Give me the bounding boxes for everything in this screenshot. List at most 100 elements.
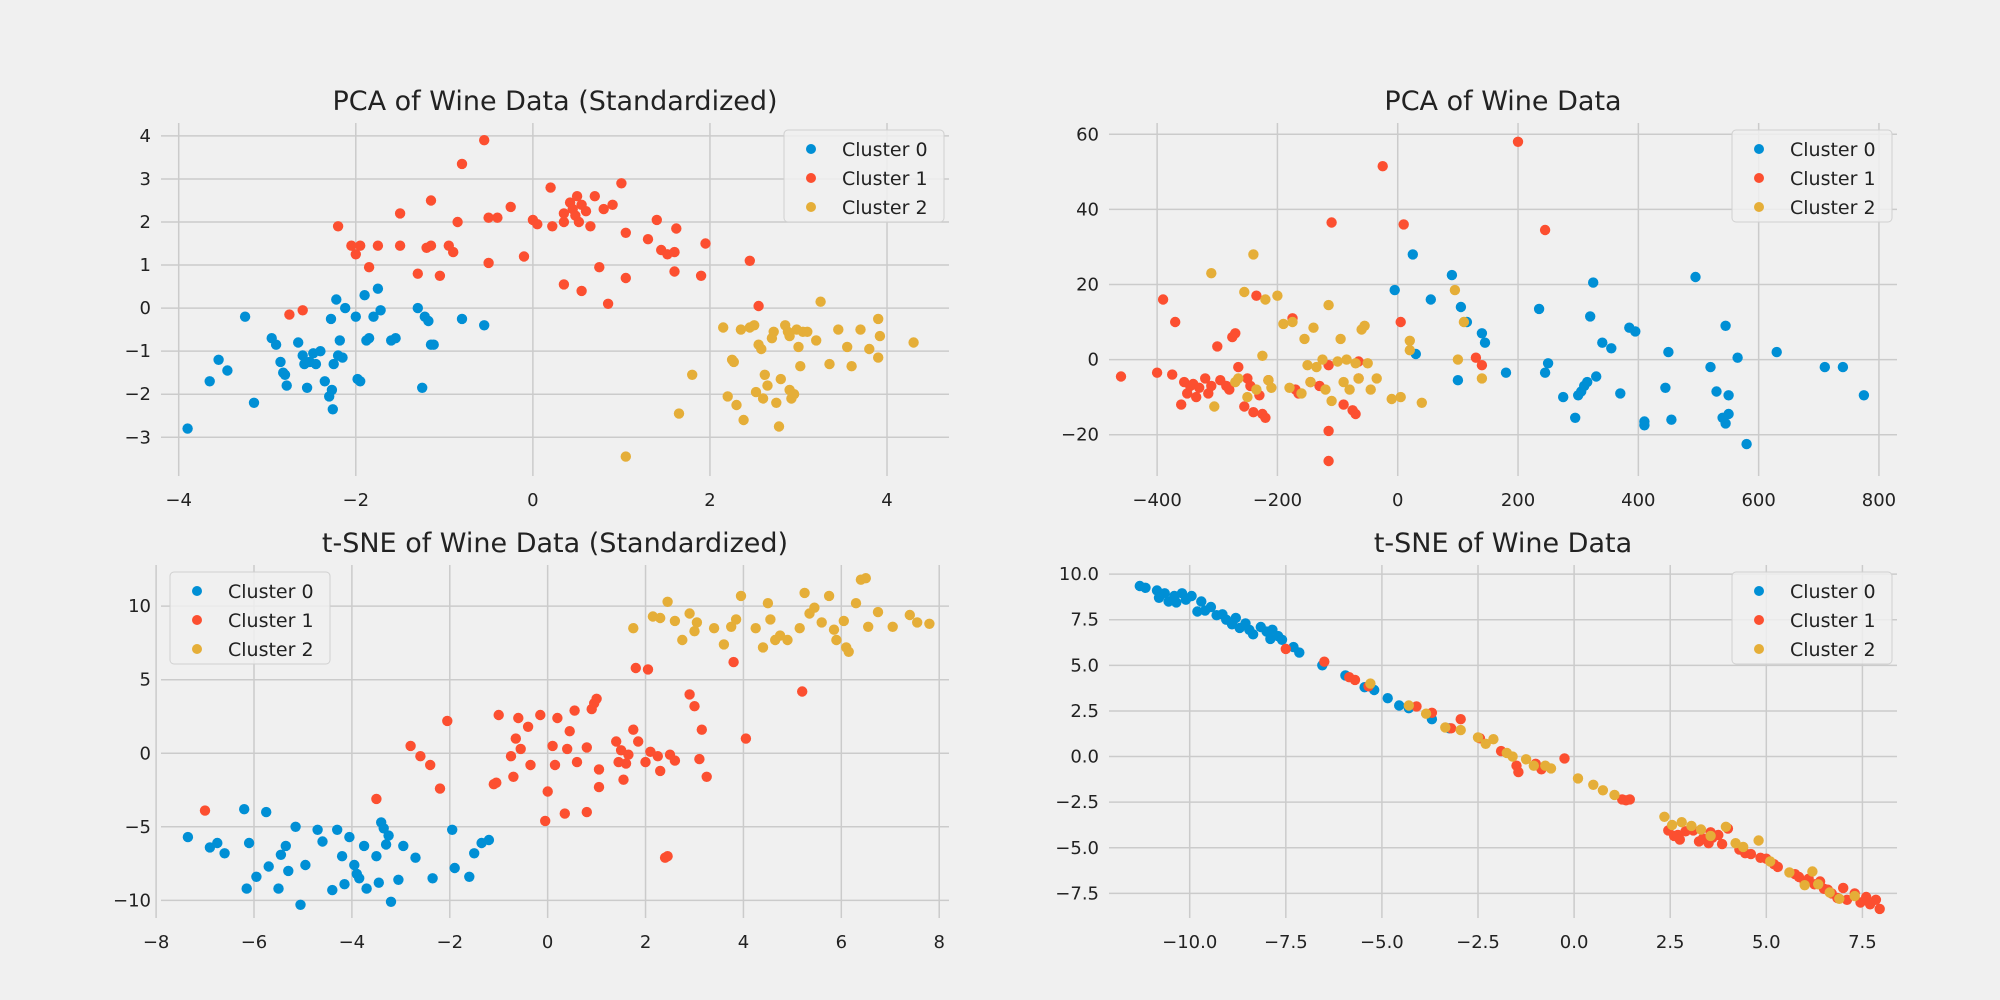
data-point	[1206, 380, 1217, 392]
data-point	[1382, 693, 1393, 704]
data-point	[771, 397, 782, 408]
legend-marker	[1754, 173, 1764, 183]
data-point	[1416, 397, 1428, 408]
data-point	[757, 642, 769, 653]
data-point	[373, 877, 384, 888]
data-point	[728, 356, 739, 368]
data-point	[261, 806, 272, 818]
legend-box	[1731, 571, 1893, 665]
y-tick-label: 7.5	[1070, 610, 1099, 631]
data-point	[1260, 412, 1271, 423]
data-point	[731, 399, 742, 411]
data-point	[1294, 647, 1305, 658]
data-point	[795, 361, 806, 372]
y-tick-label: 2	[140, 212, 151, 233]
y-tick-label: 10.0	[1059, 564, 1099, 585]
data-point	[887, 621, 898, 632]
data-point	[1344, 384, 1355, 395]
data-point	[270, 339, 282, 350]
data-point	[673, 408, 685, 419]
data-point	[585, 221, 596, 232]
data-point	[696, 724, 707, 735]
x-tick-label: −8	[143, 932, 170, 953]
data-point	[1542, 358, 1554, 369]
data-point	[1585, 311, 1596, 322]
data-point	[1319, 656, 1330, 667]
y-tick-label: 4	[140, 126, 151, 147]
tsne-standardized-panel: t-SNE of Wine Data (Standardized) −8 −6 −4…	[113, 528, 949, 953]
data-point	[1251, 290, 1262, 301]
data-point	[598, 203, 609, 215]
x-tick-label: −2.5	[1456, 932, 1500, 953]
data-point	[694, 753, 705, 765]
data-point	[1115, 371, 1127, 382]
data-point	[1349, 674, 1361, 686]
data-point	[1507, 751, 1518, 762]
data-point	[684, 608, 695, 619]
data-point	[628, 623, 639, 634]
data-point	[1323, 425, 1334, 437]
data-point	[1545, 763, 1557, 774]
data-point	[695, 270, 707, 281]
data-point	[518, 251, 530, 262]
data-point	[1404, 335, 1416, 346]
data-point	[378, 823, 389, 834]
data-point	[483, 257, 494, 269]
data-point	[904, 609, 915, 621]
data-point	[1338, 399, 1349, 410]
data-point	[415, 751, 426, 762]
data-point	[824, 358, 835, 370]
y-tick-label: 5.0	[1070, 655, 1099, 676]
panel-title: PCA of Wine Data (Standardized)	[332, 86, 777, 117]
data-point	[581, 742, 592, 753]
data-point	[346, 240, 357, 251]
data-point	[1630, 326, 1641, 337]
data-point	[394, 240, 406, 251]
data-point	[1326, 217, 1337, 228]
data-point	[325, 313, 337, 325]
data-point	[222, 365, 233, 376]
data-point	[1663, 346, 1674, 358]
data-point	[1260, 294, 1271, 305]
data-point	[1266, 382, 1277, 393]
data-point	[328, 358, 339, 370]
data-point	[1533, 303, 1545, 315]
data-point	[726, 621, 737, 632]
data-point	[846, 361, 857, 372]
data-point	[182, 831, 194, 843]
data-point	[449, 862, 460, 874]
legend-marker	[1754, 644, 1764, 654]
data-point	[1242, 391, 1253, 403]
data-point	[297, 305, 308, 316]
data-point	[1230, 612, 1242, 624]
data-point	[492, 212, 503, 223]
data-point	[1513, 766, 1524, 778]
data-point	[1332, 356, 1343, 367]
data-point	[1194, 382, 1205, 393]
data-point	[1606, 343, 1617, 354]
data-point	[700, 238, 711, 249]
data-point	[1212, 341, 1223, 352]
data-point	[1326, 395, 1337, 407]
legend-label: Cluster 2	[842, 197, 928, 219]
data-point	[1276, 634, 1288, 645]
data-point	[1209, 401, 1220, 412]
data-point	[757, 393, 769, 404]
data-point	[375, 305, 386, 316]
data-point	[359, 290, 370, 301]
data-point	[718, 322, 729, 333]
data-point	[1723, 408, 1734, 420]
data-point	[718, 639, 730, 650]
legend-marker	[192, 644, 202, 654]
data-point	[1716, 838, 1728, 850]
data-point	[1403, 700, 1415, 711]
y-tick-label: 0	[140, 743, 151, 764]
data-point	[361, 883, 372, 894]
data-point	[620, 451, 631, 462]
data-point	[1591, 371, 1602, 382]
data-point	[924, 618, 935, 629]
legend-box	[783, 129, 945, 223]
data-point	[1350, 358, 1361, 369]
legend: Cluster 0 Cluster 1 Cluster 2	[783, 129, 945, 223]
data-point	[671, 223, 682, 234]
